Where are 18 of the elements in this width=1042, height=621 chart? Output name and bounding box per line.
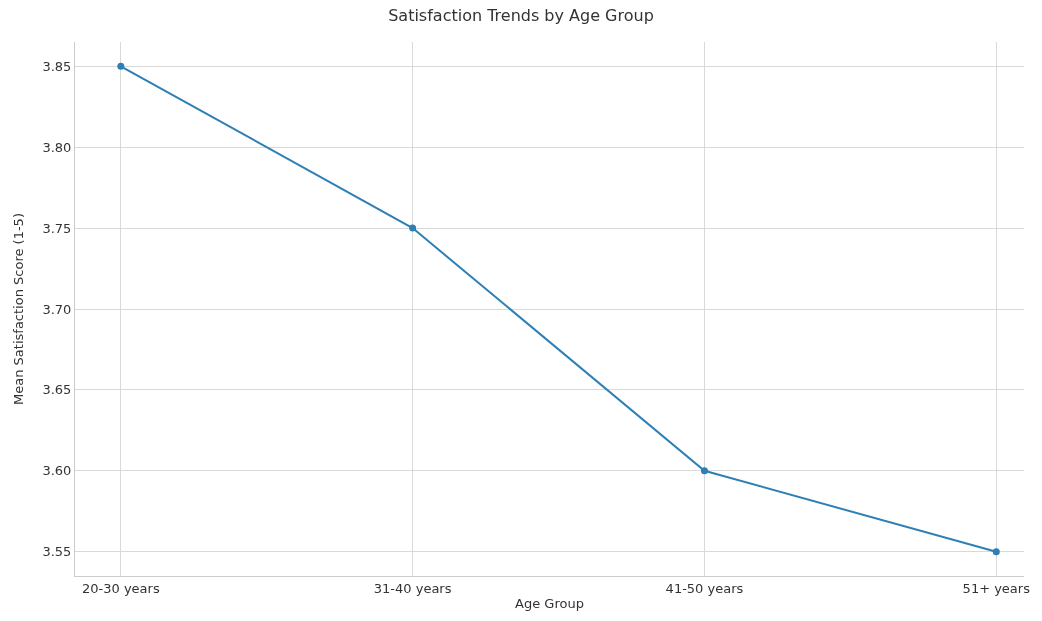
point <box>409 224 417 232</box>
x-tick-label: 41-50 years <box>665 580 744 596</box>
point <box>992 548 1000 556</box>
y-tick-label: 3.85 <box>42 58 72 74</box>
x-tick-label: 31-40 years <box>373 580 452 596</box>
y-tick-label: 3.60 <box>42 463 72 479</box>
y-tick-label: 3.75 <box>42 220 72 236</box>
y-tick-label: 3.80 <box>42 139 72 155</box>
y-axis-title: Mean Satisfaction Score (1-5) <box>11 213 27 405</box>
y-tick-label: 3.55 <box>42 544 72 560</box>
point <box>117 62 125 70</box>
x-axis-title: Age Group <box>515 596 584 612</box>
chart-title: Satisfaction Trends by Age Group <box>388 5 654 25</box>
y-tick-label: 3.65 <box>42 382 72 398</box>
x-tick-label: 51+ years <box>962 580 1031 596</box>
y-tick-label: 3.70 <box>42 301 72 317</box>
point <box>700 467 708 475</box>
x-tick-label: 20-30 years <box>81 580 160 596</box>
